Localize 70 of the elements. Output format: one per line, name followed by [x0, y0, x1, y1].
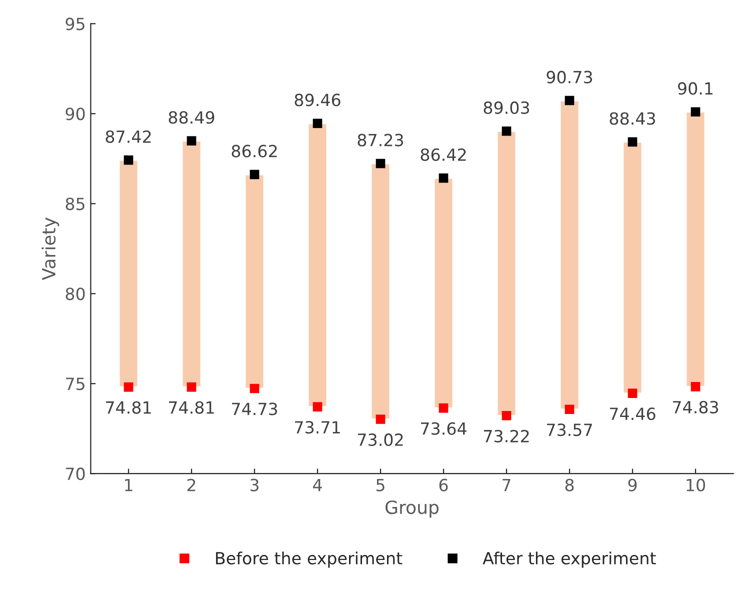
y-tick-label: 80 — [66, 288, 85, 300]
point — [564, 404, 574, 414]
x-tick-label: 6 — [439, 478, 448, 492]
point — [438, 173, 448, 183]
data-label: 74.81 — [106, 401, 151, 414]
data-label: 90.73 — [546, 70, 592, 84]
data-label: 73.57 — [547, 424, 592, 436]
data-label: 73.64 — [421, 422, 466, 435]
x-tick-label: 5 — [376, 478, 384, 492]
point — [690, 107, 700, 117]
point — [312, 402, 322, 412]
data-label: 87.23 — [358, 134, 404, 146]
bar — [118, 159, 139, 388]
point — [438, 403, 448, 413]
y-tick-label: 70 — [66, 468, 85, 480]
x-tick-label: 4 — [313, 478, 322, 492]
legend-label: Before the experiment — [216, 552, 402, 568]
bar — [181, 140, 202, 388]
y-tick-label: 75 — [66, 378, 84, 390]
y-tick-label: 85 — [66, 198, 84, 210]
y-axis-title: Variety — [42, 218, 60, 280]
point — [564, 96, 574, 106]
data-label: 88.49 — [168, 111, 214, 124]
point — [250, 384, 260, 394]
point — [502, 126, 512, 136]
data-label: 74.83 — [673, 400, 718, 414]
data-label: 73.22 — [484, 430, 529, 442]
data-label: 87.42 — [106, 130, 151, 143]
y-tick-label: 90 — [66, 108, 85, 120]
x-tick-label: 1 — [125, 478, 132, 492]
bar — [370, 162, 391, 420]
data-label: 74.81 — [169, 401, 214, 414]
point — [376, 414, 386, 424]
point — [690, 382, 700, 392]
data-label: 86.42 — [420, 148, 466, 161]
bar — [685, 111, 706, 388]
legend-label: After the experiment — [482, 552, 656, 568]
data-label: 86.62 — [232, 144, 277, 158]
bar — [244, 174, 265, 390]
point — [124, 382, 134, 392]
point — [124, 155, 134, 165]
x-axis-title: Group — [386, 500, 439, 518]
point — [376, 158, 386, 168]
point — [186, 136, 196, 146]
x-tick-label: 10 — [686, 478, 706, 492]
point — [186, 382, 196, 392]
point — [312, 118, 322, 128]
data-label: 73.71 — [295, 421, 340, 434]
bar — [496, 130, 517, 416]
data-label: 89.46 — [294, 94, 340, 106]
data-label: 74.73 — [232, 402, 278, 416]
bar — [559, 100, 580, 410]
point — [628, 388, 638, 398]
x-tick-label: 2 — [187, 478, 196, 492]
data-label: 89.03 — [484, 101, 530, 114]
point — [250, 170, 260, 180]
x-tick-label: 9 — [628, 478, 637, 492]
point — [628, 137, 638, 147]
bar — [307, 122, 328, 408]
x-tick-label: 3 — [250, 478, 258, 492]
data-label: 88.43 — [610, 112, 656, 125]
y-tick-label: 95 — [66, 18, 84, 30]
x-tick-label: 7 — [502, 478, 510, 492]
x-tick-label: 8 — [565, 478, 574, 492]
data-label: 73.02 — [358, 433, 403, 446]
data-label: 90.1 — [678, 82, 713, 95]
bar — [622, 141, 643, 394]
point — [502, 410, 512, 420]
bar — [433, 177, 454, 409]
data-label: 74.46 — [610, 408, 656, 420]
